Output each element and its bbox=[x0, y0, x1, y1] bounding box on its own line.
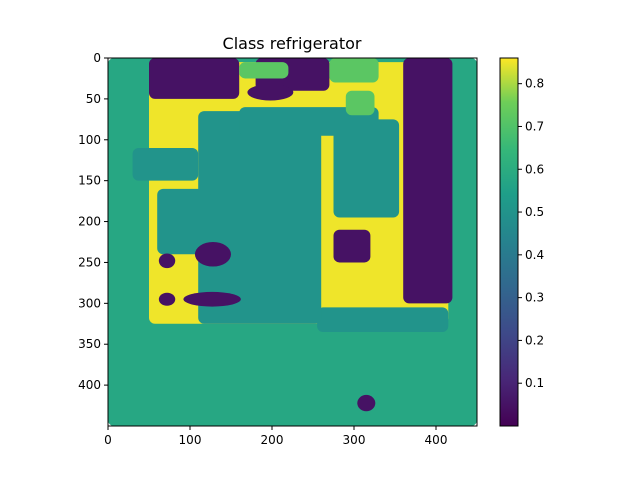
heatmap-region-right-column-purple bbox=[403, 58, 453, 304]
heatmap-region-top-green-right bbox=[329, 58, 379, 83]
colorbar-tick-label: 0.8 bbox=[525, 77, 544, 91]
heatmap-region-blob-1 bbox=[158, 253, 176, 269]
heatmap-region-mid-teal bbox=[157, 188, 211, 255]
heatmap-region-inner-purple bbox=[333, 229, 371, 263]
heatmap-region-center-teal bbox=[198, 111, 322, 324]
heatmap-region-left-teal-band bbox=[132, 147, 199, 181]
heatmap-region-right-teal bbox=[333, 119, 400, 218]
y-axis: 0 50 100 150 200 250 300 350 400 bbox=[78, 51, 108, 392]
colorbar-tick-label: 0.4 bbox=[525, 248, 544, 262]
y-tick-label: 350 bbox=[78, 337, 101, 351]
heatmap-region-blob-3 bbox=[194, 242, 232, 267]
colorbar-axis: 0.1 0.2 0.3 0.4 0.5 0.6 0.7 0.8 bbox=[518, 77, 544, 390]
x-tick-label: 300 bbox=[343, 433, 366, 447]
heatmap-region-blob-2 bbox=[158, 292, 176, 306]
y-tick-label: 250 bbox=[78, 255, 101, 269]
y-tick-label: 400 bbox=[78, 378, 101, 392]
heatmap-region-top-purple bbox=[149, 58, 240, 99]
heatmap-region-blob-6 bbox=[247, 84, 294, 101]
chart-title: Class refrigerator bbox=[223, 34, 362, 53]
heatmap-region-upper-green bbox=[345, 90, 375, 116]
colorbar bbox=[499, 57, 519, 427]
x-axis: 0 100 200 300 400 bbox=[104, 426, 447, 447]
x-tick-label: 100 bbox=[179, 433, 202, 447]
colorbar-tick-label: 0.7 bbox=[525, 119, 544, 133]
x-tick-label: 200 bbox=[261, 433, 284, 447]
plot-frame bbox=[107, 57, 478, 427]
y-tick-label: 300 bbox=[78, 296, 101, 310]
heatmap-region-blob-4 bbox=[183, 291, 241, 307]
colorbar-tick-label: 0.2 bbox=[525, 333, 544, 347]
colorbar-tick-label: 0.6 bbox=[525, 162, 544, 176]
plot-area bbox=[108, 58, 477, 426]
heatmap-region-blob-5 bbox=[357, 394, 376, 412]
y-tick-label: 50 bbox=[86, 92, 101, 106]
y-tick-label: 100 bbox=[78, 133, 101, 147]
colorbar-tick-label: 0.1 bbox=[525, 376, 544, 390]
x-tick-label: 0 bbox=[104, 433, 112, 447]
colorbar-tick-label: 0.3 bbox=[525, 291, 544, 305]
y-tick-label: 200 bbox=[78, 215, 101, 229]
heatmap-region-bottom-band bbox=[317, 307, 449, 332]
x-tick-label: 400 bbox=[425, 433, 448, 447]
y-tick-label: 0 bbox=[93, 51, 101, 65]
heatmap-region-top-green-left bbox=[239, 62, 289, 79]
colorbar-tick-label: 0.5 bbox=[525, 205, 544, 219]
y-tick-label: 150 bbox=[78, 174, 101, 188]
